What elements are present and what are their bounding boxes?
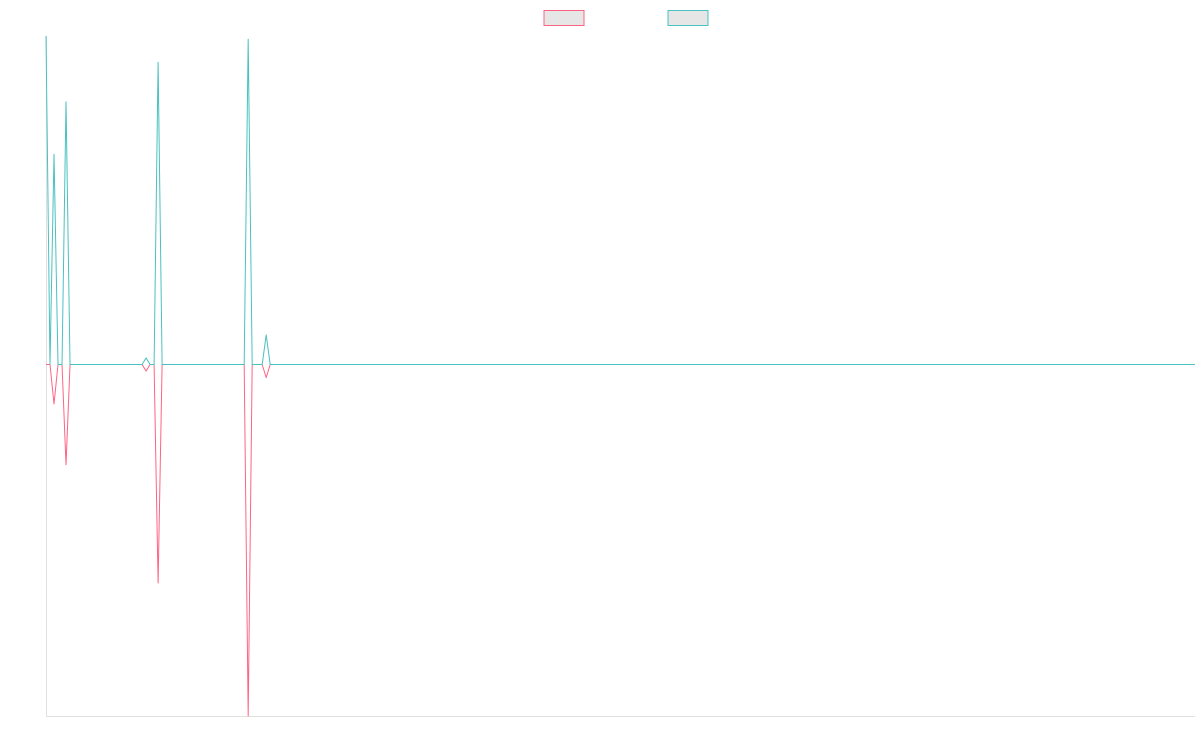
legend-swatch xyxy=(667,10,709,26)
legend-swatch xyxy=(543,10,585,26)
series-line xyxy=(45,35,1195,365)
series-line xyxy=(46,364,1195,717)
